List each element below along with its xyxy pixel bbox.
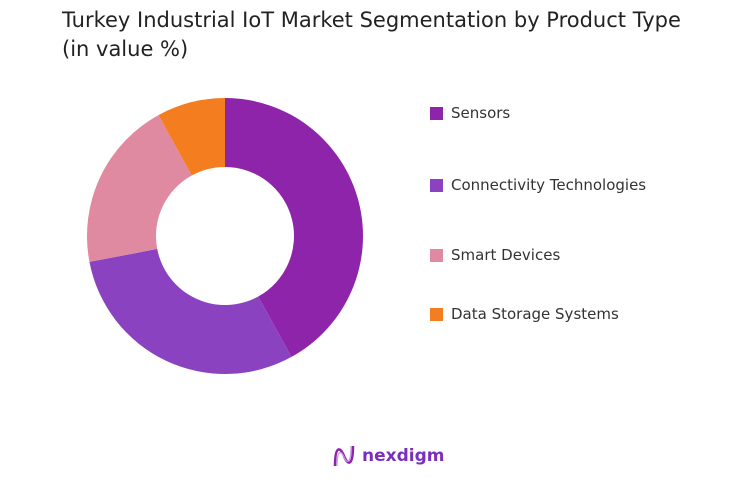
legend-item: Smart Devices — [430, 246, 560, 264]
legend-item: Connectivity Technologies — [430, 176, 646, 194]
legend-label: Sensors — [451, 104, 511, 122]
chart-title: Turkey Industrial IoT Market Segmentatio… — [62, 8, 681, 61]
legend-swatch — [430, 307, 443, 321]
legend-label: Smart Devices — [451, 246, 561, 264]
nexdigm-logo: nexdigm — [332, 444, 444, 468]
slice-data-storage-systems — [158, 98, 225, 176]
legend-label: Data Storage Systems — [451, 305, 619, 323]
logo-text: nexdigm — [362, 446, 445, 466]
slice-connectivity-technologies — [89, 248, 292, 374]
legend-label: Connectivity Technologies — [451, 176, 647, 194]
logo-wave-icon — [333, 445, 355, 467]
legend-item: Data Storage Systems — [430, 305, 619, 323]
slice-sensors — [225, 98, 364, 357]
slice-smart-devices — [86, 115, 192, 262]
legend-swatch — [430, 248, 443, 262]
legend-swatch — [430, 106, 443, 120]
legend-swatch — [430, 178, 443, 192]
legend-item: Sensors — [430, 104, 510, 122]
